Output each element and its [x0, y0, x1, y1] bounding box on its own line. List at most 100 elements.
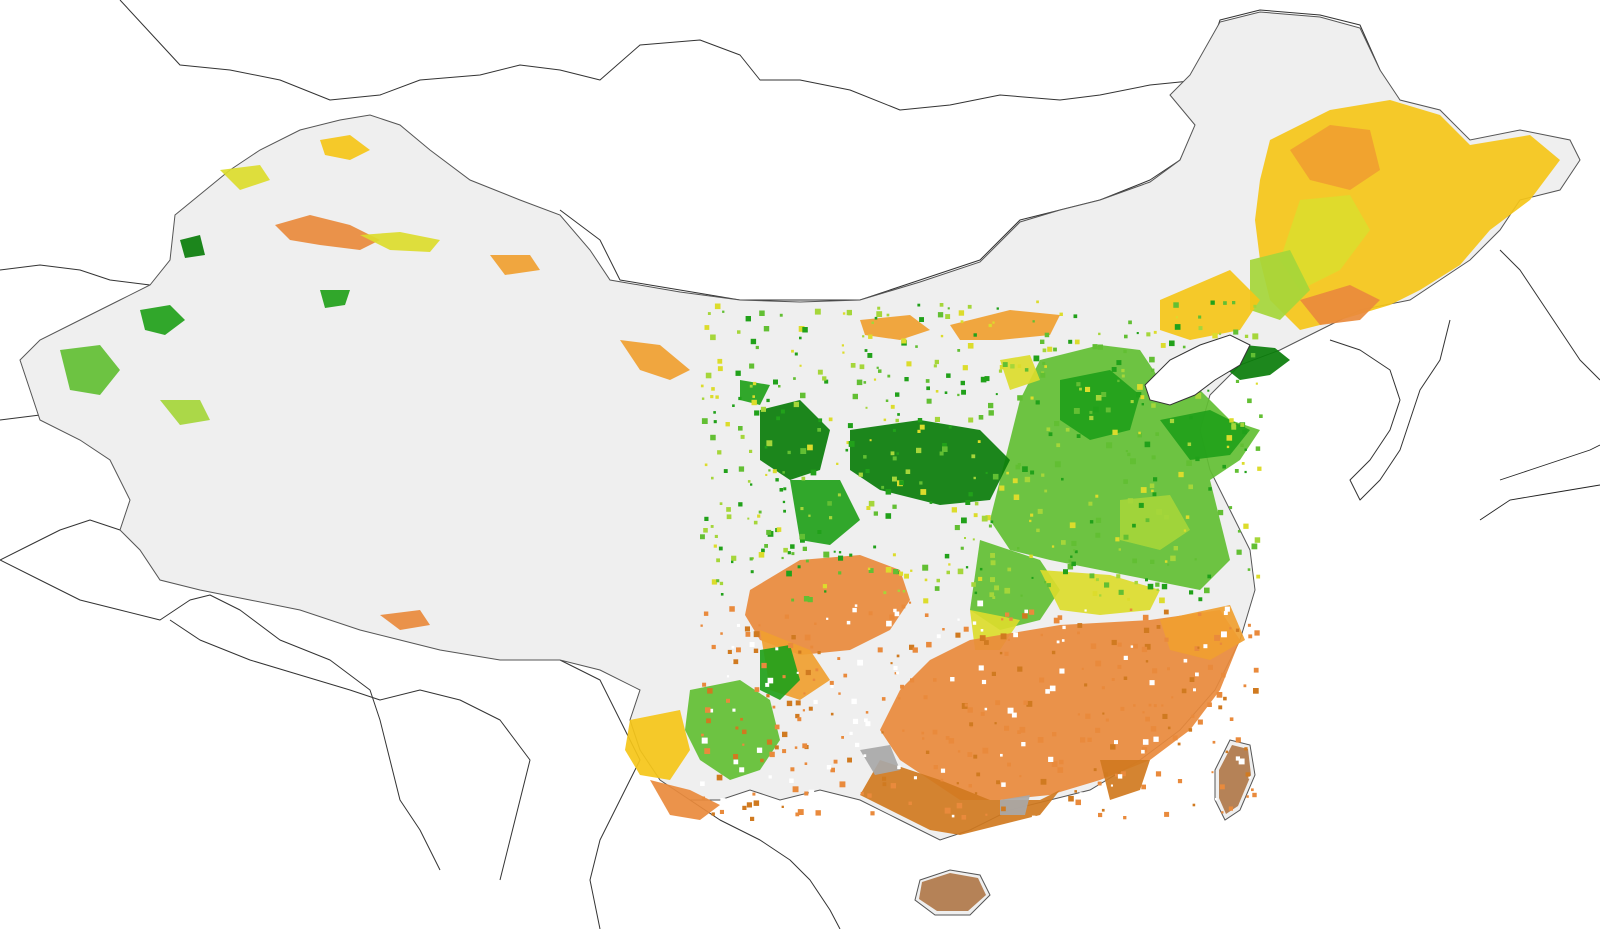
raster-pixel [1215, 798, 1218, 801]
raster-pixel [752, 381, 757, 386]
raster-pixel [998, 369, 1003, 373]
raster-pixel [977, 440, 981, 443]
raster-pixel [1024, 609, 1028, 614]
raster-pixel [722, 310, 725, 313]
raster-pixel [1142, 711, 1145, 714]
raster-pixel [750, 338, 757, 345]
raster-pixel [1194, 558, 1197, 561]
raster-pixel [797, 565, 801, 569]
raster-pixel [980, 711, 985, 716]
raster-pixel [717, 366, 723, 372]
raster-pixel [1059, 668, 1065, 674]
raster-pixel [1116, 574, 1121, 579]
raster-pixel [752, 395, 755, 398]
raster-pixel [1235, 628, 1240, 632]
raster-pixel [1020, 594, 1023, 597]
raster-patch-c6 [320, 135, 370, 160]
raster-pixel [985, 471, 988, 474]
raster-pixel [745, 316, 751, 322]
raster-pixel [1095, 494, 1099, 498]
raster-pixel [850, 363, 856, 368]
raster-patch-c8 [275, 215, 380, 250]
raster-pixel [922, 564, 929, 571]
raster-pixel [882, 782, 887, 787]
raster-pixel [751, 399, 757, 406]
raster-patch-c3 [60, 345, 120, 395]
raster-pixel [764, 445, 768, 449]
raster-pixel [982, 747, 989, 754]
raster-pixel [858, 472, 863, 477]
raster-pixel [1073, 314, 1078, 319]
raster-pixel [940, 768, 946, 773]
raster-pixel [1197, 646, 1200, 649]
raster-pixel [1077, 623, 1083, 628]
raster-pixel [841, 736, 844, 739]
raster-pixel [1152, 668, 1158, 674]
raster-pixel [917, 429, 921, 433]
raster-pixel [1065, 427, 1070, 432]
raster-pixel [700, 781, 705, 786]
border-mongolia-lower [559, 119, 1201, 301]
raster-pixel [1189, 590, 1194, 595]
raster-pixel [749, 384, 753, 388]
raster-pixel [1232, 301, 1236, 305]
raster-pixel [849, 731, 853, 735]
raster-pixel [1162, 713, 1168, 719]
raster-pixel [1193, 688, 1196, 692]
raster-pixel [799, 533, 805, 540]
raster-pixel [994, 722, 997, 725]
raster-pixel [890, 662, 893, 665]
raster-pixel [1011, 712, 1017, 718]
raster-pixel [701, 737, 708, 744]
raster-pixel [859, 364, 865, 370]
raster-pixel [1044, 581, 1047, 584]
raster-pixel [985, 813, 988, 816]
raster-pixel [1164, 560, 1168, 563]
raster-patch-c6 [1160, 270, 1260, 340]
raster-pixel [1089, 573, 1095, 579]
raster-pixel [984, 640, 989, 645]
raster-pixel [968, 784, 972, 788]
raster-pixel [863, 381, 867, 384]
raster-pixel [1093, 406, 1099, 413]
raster-pixel [973, 754, 978, 759]
raster-pixel [703, 528, 708, 533]
raster-pixel [1256, 678, 1261, 683]
raster-pixel [902, 590, 906, 593]
raster-pixel [1033, 355, 1040, 362]
raster-pixel [1095, 517, 1102, 523]
raster-pixel [1189, 416, 1193, 420]
raster-pixel [814, 308, 821, 315]
raster-pixel [946, 373, 951, 378]
raster-pixel [946, 570, 950, 575]
raster-pixel [1121, 368, 1125, 373]
raster-pixel [974, 501, 979, 506]
raster-pixel [1092, 344, 1098, 350]
raster-pixel [758, 552, 765, 558]
raster-pixel [1118, 548, 1121, 551]
raster-pixel [760, 758, 764, 763]
raster-pixel [990, 560, 996, 566]
raster-pixel [951, 814, 955, 818]
raster-pixel [924, 578, 928, 582]
raster-pixel [1001, 806, 1006, 812]
raster-pixel [817, 651, 821, 655]
raster-pixel [1095, 532, 1101, 538]
raster-pixel [974, 591, 978, 595]
raster-pixel [985, 515, 991, 521]
raster-pixel [1175, 316, 1178, 319]
raster-pixel [1164, 514, 1169, 520]
border-laos-vietnam [689, 799, 841, 929]
raster-patch-c10 [919, 873, 986, 911]
raster-pixel [765, 682, 770, 687]
raster-pixel [833, 550, 836, 553]
raster-pixel [1127, 452, 1131, 457]
raster-pixel [1004, 725, 1010, 731]
raster-pixel [1039, 677, 1045, 683]
raster-patch-c8 [650, 780, 720, 820]
raster-pixel [901, 604, 906, 609]
raster-pixel [889, 614, 895, 620]
raster-pixel [978, 665, 984, 671]
raster-pixel [711, 476, 714, 480]
raster-pixel [1136, 332, 1139, 335]
